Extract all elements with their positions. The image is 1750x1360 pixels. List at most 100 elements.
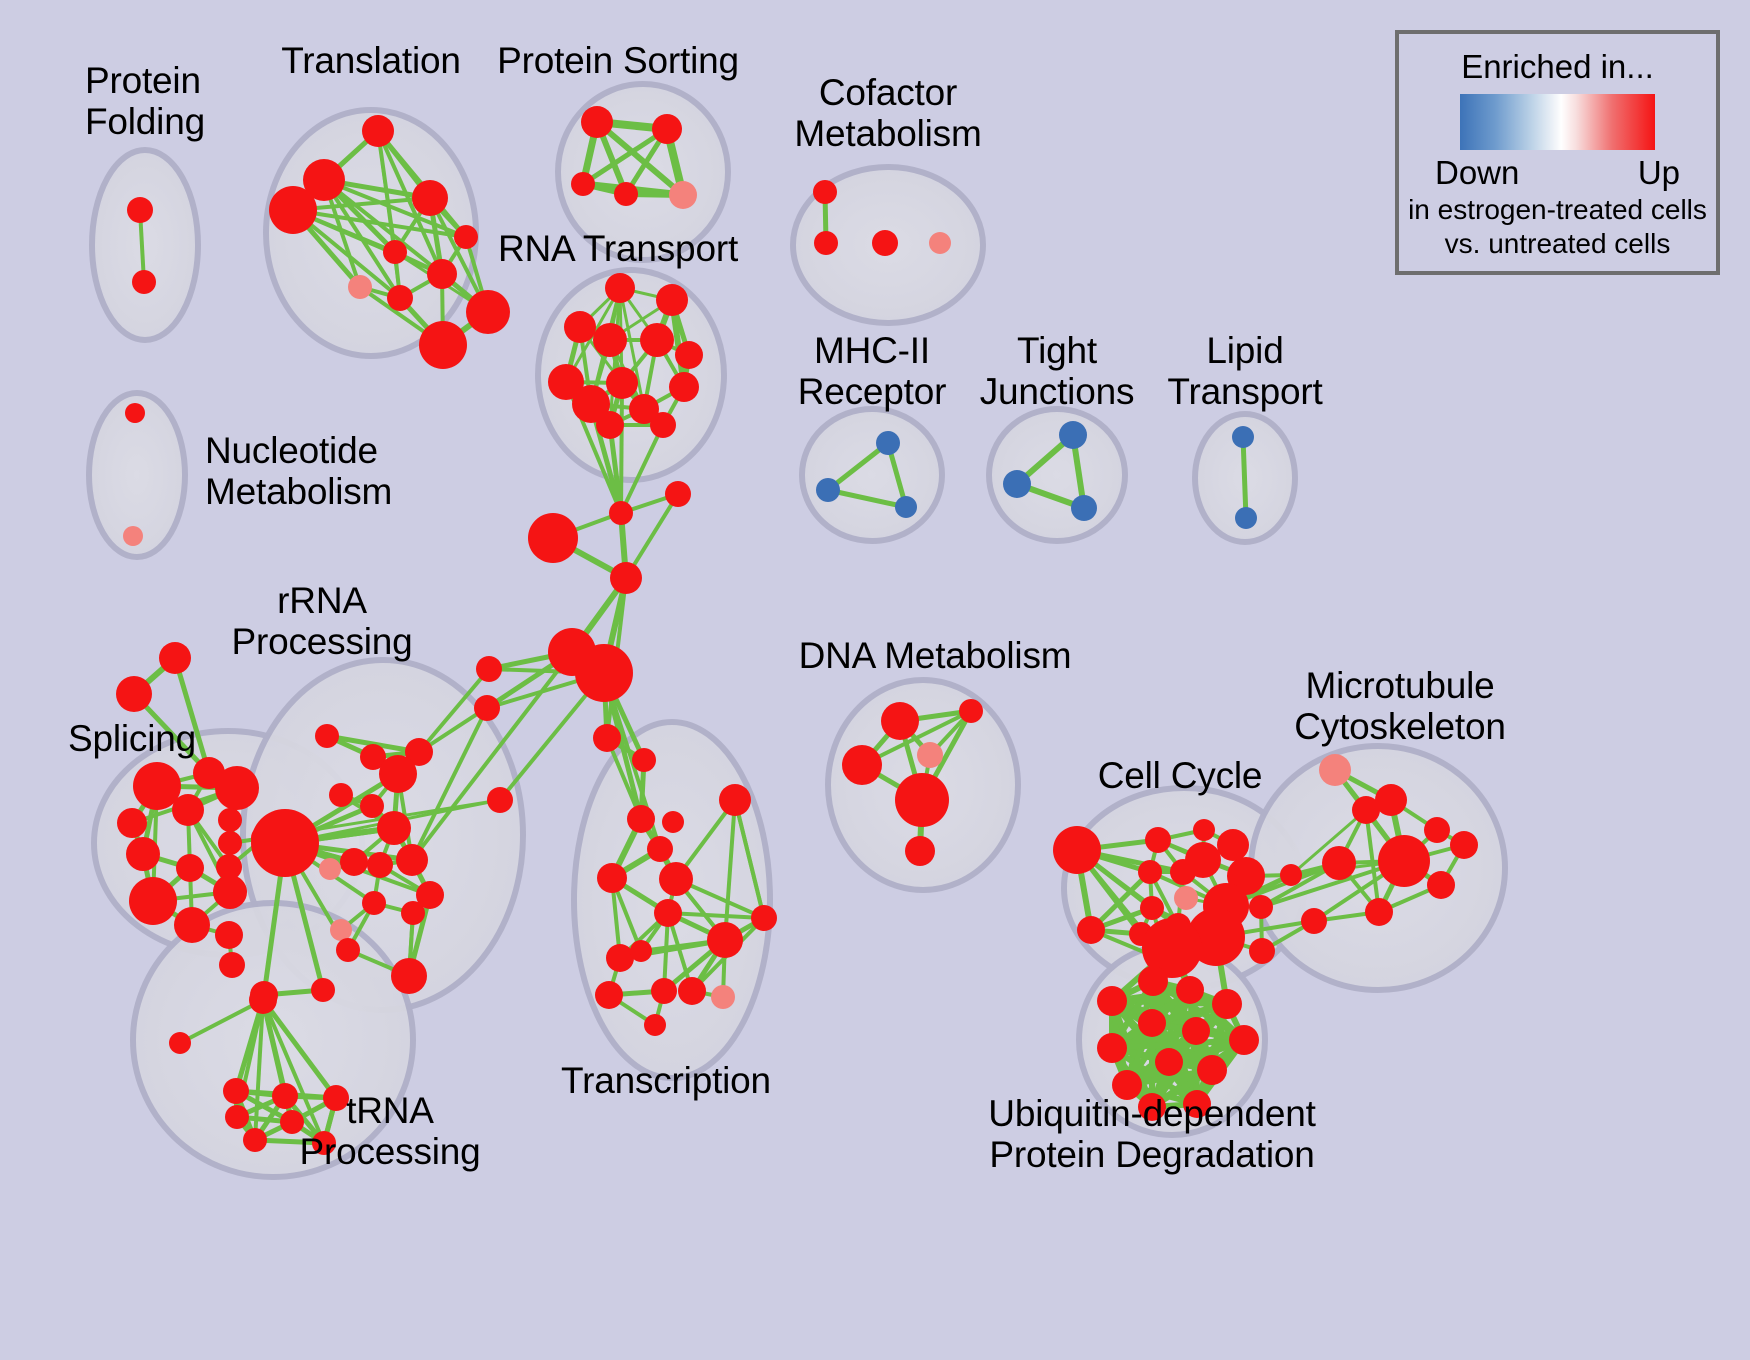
node-trna-processing <box>249 986 277 1014</box>
cluster-label-nucleotide-metabolism: Nucleotide Metabolism <box>205 430 393 513</box>
node-bridge <box>575 644 633 702</box>
edge-translation <box>323 178 467 239</box>
node-trna-processing <box>312 1131 336 1155</box>
node-microtubule-cytoskeleton <box>1322 846 1356 880</box>
node-dna-metabolism <box>959 699 983 723</box>
node-transcription <box>630 940 652 962</box>
node-protein-sorting <box>581 106 613 138</box>
cluster-label-microtubule-cytoskeleton: Microtubule Cytoskeleton <box>1294 665 1506 748</box>
node-tight-junctions <box>1003 470 1031 498</box>
cluster-label-translation: Translation <box>281 40 461 81</box>
node-rna-transport <box>669 372 699 402</box>
node-microtubule-cytoskeleton <box>1319 754 1351 786</box>
cluster-label-cell-cycle: Cell Cycle <box>1097 755 1263 796</box>
node-transcription <box>707 922 743 958</box>
edge-splicing <box>132 692 211 775</box>
legend-title: Enriched in... <box>1461 48 1654 85</box>
node-microtubule-cytoskeleton <box>1365 898 1393 926</box>
cluster-label-ubiquitin-protein-degradation: Ubiquitin-dependent Protein Degradation <box>988 1093 1316 1176</box>
node-rrna-processing <box>391 958 427 994</box>
node-transcription <box>595 981 623 1009</box>
node-rrna-processing <box>405 738 433 766</box>
node-translation <box>269 186 317 234</box>
node-rna-transport <box>640 323 674 357</box>
node-bridge <box>665 481 691 507</box>
node-transcription <box>659 862 693 896</box>
node-mhc-ii-receptor <box>816 478 840 502</box>
node-translation <box>383 240 407 264</box>
node-rna-transport <box>564 311 596 343</box>
node-cell-cycle <box>1142 918 1202 978</box>
cluster-label-rrna-processing: rRNA Processing <box>231 580 413 663</box>
node-ubiquitin-protein-degradation <box>1212 989 1242 1019</box>
node-rna-transport <box>650 412 676 438</box>
node-cofactor-metabolism <box>813 180 837 204</box>
legend-caption-line-1: in estrogen-treated cells <box>1408 194 1707 225</box>
node-rrna-processing <box>377 811 411 845</box>
node-bridge <box>610 562 642 594</box>
node-trna-processing <box>223 1078 249 1104</box>
node-mhc-ii-receptor <box>895 496 917 518</box>
node-microtubule-cytoskeleton <box>1352 796 1380 824</box>
node-transcription <box>678 977 706 1005</box>
node-transcription <box>606 944 634 972</box>
node-lipid-transport <box>1232 426 1254 448</box>
node-transcription <box>751 905 777 931</box>
node-trna-processing <box>243 1128 267 1152</box>
cluster-label-rna-transport: RNA Transport <box>497 228 739 269</box>
node-translation <box>348 275 372 299</box>
node-mhc-ii-receptor <box>876 431 900 455</box>
cluster-label-tight-junctions: Tight Junctions <box>979 330 1135 413</box>
node-dna-metabolism <box>842 745 882 785</box>
legend-caption-line-2: vs. untreated cells <box>1444 228 1671 259</box>
edge-dna-metabolism <box>861 709 972 767</box>
node-cell-cycle <box>1145 827 1171 853</box>
node-cell-cycle <box>1185 842 1221 878</box>
edge-protein-sorting <box>595 119 685 198</box>
node-translation <box>466 290 510 334</box>
node-dna-metabolism <box>905 836 935 866</box>
node-rrna-processing <box>315 724 339 748</box>
node-ubiquitin-protein-degradation <box>1097 1033 1127 1063</box>
node-lipid-transport <box>1235 507 1257 529</box>
node-ubiquitin-protein-degradation <box>1138 1009 1166 1037</box>
node-translation <box>419 321 467 369</box>
node-transcription <box>654 899 682 927</box>
node-transcription <box>632 748 656 772</box>
edge-lipid-transport <box>1240 436 1249 519</box>
node-ubiquitin-protein-degradation <box>1176 976 1204 1004</box>
node-rrna-processing <box>360 744 386 770</box>
node-microtubule-cytoskeleton <box>1424 817 1450 843</box>
node-rrna-processing <box>360 794 384 818</box>
node-transcription <box>627 805 655 833</box>
node-cell-cycle <box>1217 829 1249 861</box>
node-ubiquitin-protein-degradation <box>1183 1090 1211 1118</box>
node-protein-folding <box>132 270 156 294</box>
edge-transcription <box>667 911 765 920</box>
node-rrna-processing <box>329 783 353 807</box>
edge-translation <box>322 178 444 276</box>
edge-splicing <box>172 657 212 774</box>
node-transcription <box>711 985 735 1009</box>
cluster-label-lipid-transport: Lipid Transport <box>1167 330 1323 413</box>
legend-endpoints: Down Up <box>1435 154 1680 192</box>
node-translation <box>387 285 413 311</box>
node-splicing <box>176 854 204 882</box>
node-trna-processing <box>169 1032 191 1054</box>
node-rna-transport <box>606 367 638 399</box>
node-rrna-processing <box>336 938 360 962</box>
node-cell-cycle <box>1138 860 1162 884</box>
node-rna-transport <box>572 385 610 423</box>
node-splicing <box>126 837 160 871</box>
node-rrna-processing <box>401 901 425 925</box>
node-bridge <box>609 501 633 525</box>
legend-color-bar <box>1460 94 1655 150</box>
node-rna-transport <box>656 284 688 316</box>
node-transcription <box>597 863 627 893</box>
node-ubiquitin-protein-degradation <box>1138 1093 1166 1121</box>
node-splicing <box>116 676 152 712</box>
edge-protein-sorting <box>581 126 669 187</box>
node-cell-cycle <box>1174 886 1198 910</box>
